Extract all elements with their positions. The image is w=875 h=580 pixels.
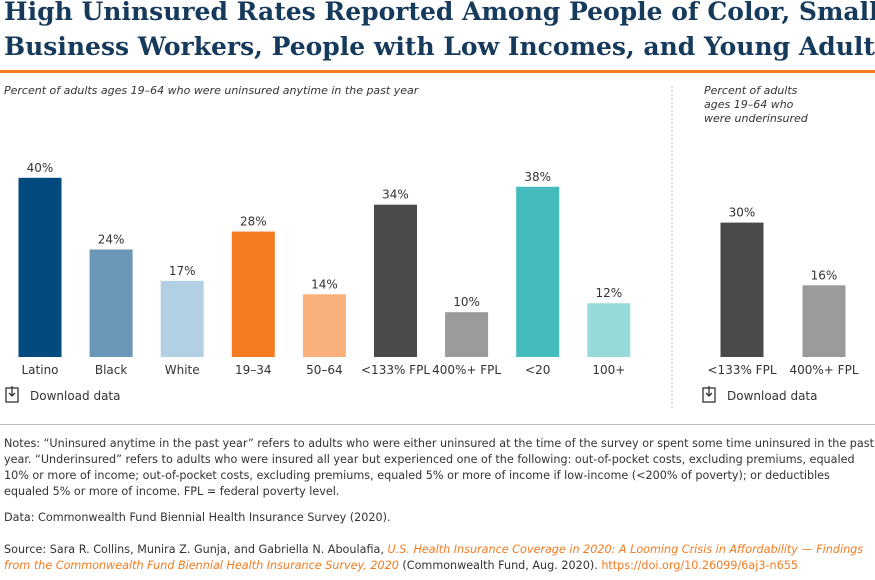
download-arrow	[705, 386, 713, 397]
value-label: 17%	[169, 264, 196, 278]
source: Source: Sara R. Collins, Munira Z. Gunja…	[4, 542, 866, 574]
value-label: 40%	[27, 161, 54, 175]
value-label: 28%	[240, 215, 267, 229]
bar	[160, 280, 204, 357]
subtitle: were underinsured	[704, 112, 809, 125]
bar	[445, 312, 489, 357]
bar	[587, 303, 631, 357]
notes: Notes: “Uninsured anytime in the past ye…	[0, 424, 875, 500]
value-label: 12%	[595, 286, 622, 300]
x-tick-label: 400%+ FPL	[432, 363, 501, 377]
download-label: Download data	[727, 389, 818, 403]
value-label: 14%	[311, 277, 338, 291]
download-label: Download data	[30, 389, 121, 403]
download-arrow	[8, 386, 16, 397]
download-button[interactable]: Download data	[702, 386, 818, 403]
value-label: 30%	[729, 206, 756, 220]
x-tick-label: 100+	[592, 363, 625, 377]
bar	[374, 204, 417, 357]
x-tick-label: <20	[525, 363, 550, 377]
x-tick-label: 19–34	[235, 363, 272, 377]
value-label: 34%	[382, 188, 409, 202]
download-button[interactable]: Download data	[5, 386, 121, 403]
x-tick-label: White	[165, 363, 200, 377]
subtitle: ages 19–64 who	[704, 98, 794, 111]
bar	[802, 285, 846, 357]
bar	[89, 249, 133, 357]
bar	[231, 231, 275, 357]
bar	[516, 186, 560, 357]
source-link[interactable]: U.S. Health Insurance Coverage in 2020: …	[4, 543, 864, 572]
chart-area: High Uninsured Rates Reported Among Peop…	[0, 0, 875, 408]
source-text: (Commonwealth Fund, Aug. 2020).	[398, 559, 602, 572]
data-source: Data: Commonwealth Fund Biennial Health …	[4, 511, 391, 524]
x-tick-label: <133% FPL	[361, 363, 430, 377]
x-tick-label: <133% FPL	[708, 363, 777, 377]
value-label: 38%	[524, 170, 551, 184]
bar	[720, 222, 764, 357]
bar	[18, 177, 62, 357]
x-tick-label: 50–64	[306, 363, 343, 377]
doi-link[interactable]: https://doi.org/10.26099/6aj3-n655	[601, 559, 798, 572]
source-text: Source: Sara R. Collins, Munira Z. Gunja…	[4, 543, 388, 556]
bar	[302, 294, 346, 357]
subtitle: Percent of adults	[704, 84, 798, 97]
x-tick-label: Black	[95, 363, 128, 377]
x-tick-label: Latino	[21, 363, 58, 377]
title-line: Business Workers, People with Low Income…	[4, 32, 875, 61]
value-label: 16%	[811, 268, 838, 282]
value-label: 10%	[453, 295, 480, 309]
x-tick-label: 400%+ FPL	[790, 363, 859, 377]
title-rule	[0, 70, 875, 73]
title-line: High Uninsured Rates Reported Among Peop…	[4, 0, 875, 26]
subtitle: Percent of adults ages 19–64 who were un…	[4, 84, 420, 97]
value-label: 24%	[98, 232, 125, 246]
